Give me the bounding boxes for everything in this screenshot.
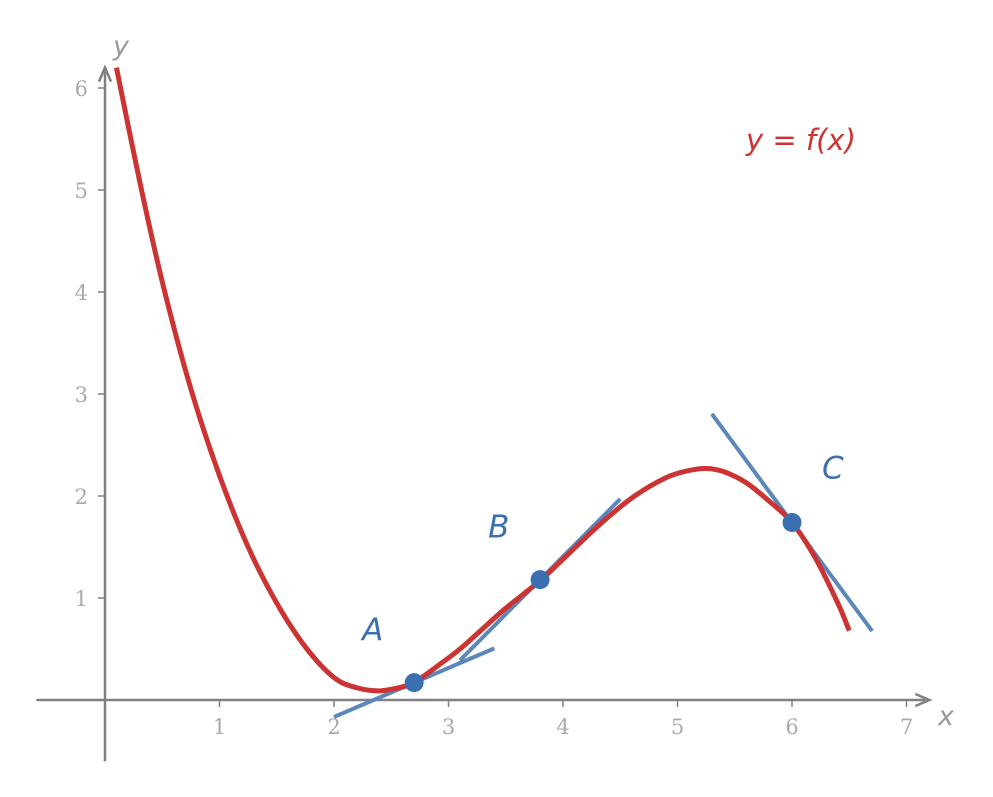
- points-group: A B C: [360, 451, 844, 693]
- x-axis-label: x: [937, 701, 955, 732]
- point-c: [782, 513, 802, 533]
- function-label: y = f(x): [745, 123, 856, 157]
- x-tick-label: 1: [213, 715, 226, 739]
- x-tick-label: 7: [900, 715, 913, 739]
- y-tick-label: 5: [75, 179, 88, 203]
- x-tick-label: 2: [327, 715, 340, 739]
- point-b: [530, 570, 550, 590]
- y-tick-label: 4: [75, 281, 88, 305]
- y-axis-arrow: [97, 64, 113, 83]
- function-curve-group: [114, 67, 852, 694]
- function-curve: [114, 67, 852, 694]
- y-tick-label: 6: [75, 77, 88, 101]
- y-axis-label: y: [112, 31, 130, 62]
- x-tick-label: 5: [671, 715, 684, 739]
- x-axis-arrow: [914, 692, 933, 708]
- point-label-b: B: [488, 510, 509, 546]
- y-tick-label: 1: [75, 587, 88, 611]
- tangent-lines: [333, 412, 874, 719]
- axes: [36, 64, 933, 762]
- x-tick-label: 4: [556, 715, 569, 739]
- y-tick-label: 2: [75, 485, 88, 509]
- tick-labels: 1 2 3 4 5 6 7 1 2 3 4 5 6: [75, 77, 914, 739]
- x-tick-label: 6: [785, 715, 798, 739]
- point-label-c: C: [822, 451, 844, 487]
- y-tick-label: 3: [75, 383, 88, 407]
- point-a: [404, 673, 424, 693]
- point-label-a: A: [360, 613, 383, 649]
- x-tick-label: 3: [442, 715, 455, 739]
